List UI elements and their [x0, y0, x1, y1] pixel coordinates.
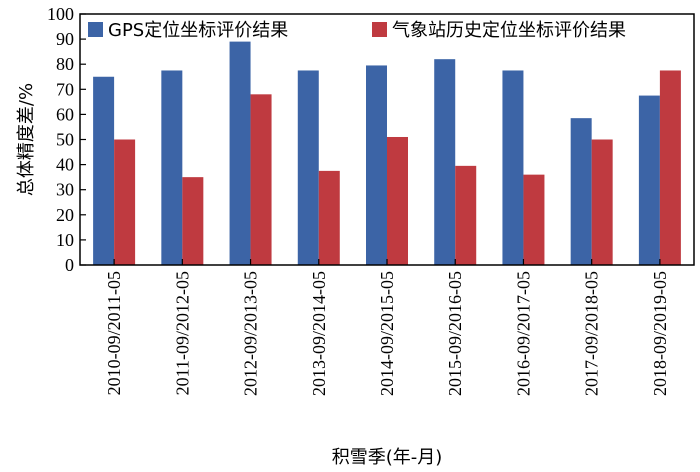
bar-series-1-6 [434, 59, 456, 266]
y-tick-label-3: 30 [56, 180, 74, 200]
bar-series-2-6 [455, 165, 477, 265]
y-tick-label-7: 70 [56, 79, 74, 99]
bar-series-1-1 [93, 76, 115, 265]
bar-series-2-1 [114, 139, 136, 265]
bar-series-1-5 [366, 65, 387, 265]
x-tick-label-4: 2014-09/2015-05 [377, 271, 397, 396]
bar-series-1-9 [638, 95, 660, 265]
y-tick-label-4: 40 [56, 155, 74, 175]
legend: GPS定位坐标评价结果 气象站历史定位坐标评价结果 [88, 20, 626, 41]
x-tick-label-5: 2015-09/2016-05 [445, 271, 465, 396]
y-tick-label-6: 60 [56, 104, 74, 124]
bar-series-1-8 [570, 118, 592, 265]
x-ticks: 2010-09/2011-05 2011-09/2012-05 2012-09/20… [104, 259, 670, 396]
y-axis-title: 总体精度差/% [16, 83, 37, 196]
x-tick-label-0: 2010-09/2011-05 [104, 271, 124, 395]
y-tick-label-2: 20 [56, 205, 74, 225]
y-tick-label-10: 100 [47, 4, 74, 24]
x-tick-label-6: 2016-09/2017-05 [513, 271, 533, 396]
x-tick-label-2: 2012-09/2013-05 [241, 271, 261, 396]
legend-swatch-1 [88, 22, 103, 37]
bar-series-1-7 [502, 70, 524, 265]
x-tick-label-7: 2017-09/2018-05 [582, 271, 602, 396]
bar-series-2-9 [659, 70, 681, 265]
bar-series-2-4 [318, 170, 340, 265]
y-tick-label-1: 10 [56, 230, 74, 250]
bar-series-2-5 [387, 136, 408, 265]
bar-series-1-4 [297, 70, 319, 265]
x-tick-label-1: 2011-09/2012-05 [172, 271, 192, 395]
bar-series-2-8 [591, 139, 613, 265]
bars [93, 41, 681, 266]
x-tick-label-8: 2018-09/2019-05 [650, 271, 670, 396]
bar-series-1-3 [229, 41, 251, 265]
y-ticks: 0 10 20 30 40 50 60 70 80 90 100 [47, 4, 86, 275]
legend-swatch-2 [372, 22, 387, 37]
y-tick-label-9: 90 [56, 29, 74, 49]
x-axis-title: 积雪季(年-月) [332, 447, 443, 468]
bar-series-1-2 [161, 70, 183, 265]
y-tick-label-5: 50 [56, 130, 74, 150]
bar-series-2-2 [182, 177, 204, 265]
bar-series-2-3 [250, 94, 272, 265]
x-tick-label-3: 2013-09/2014-05 [309, 271, 329, 396]
y-tick-label-8: 80 [56, 54, 74, 74]
bar-series-2-7 [523, 174, 545, 265]
legend-label-1: GPS定位坐标评价结果 [108, 20, 288, 41]
y-tick-label-0: 0 [65, 255, 74, 275]
legend-label-2: 气象站历史定位坐标评价结果 [392, 20, 626, 41]
